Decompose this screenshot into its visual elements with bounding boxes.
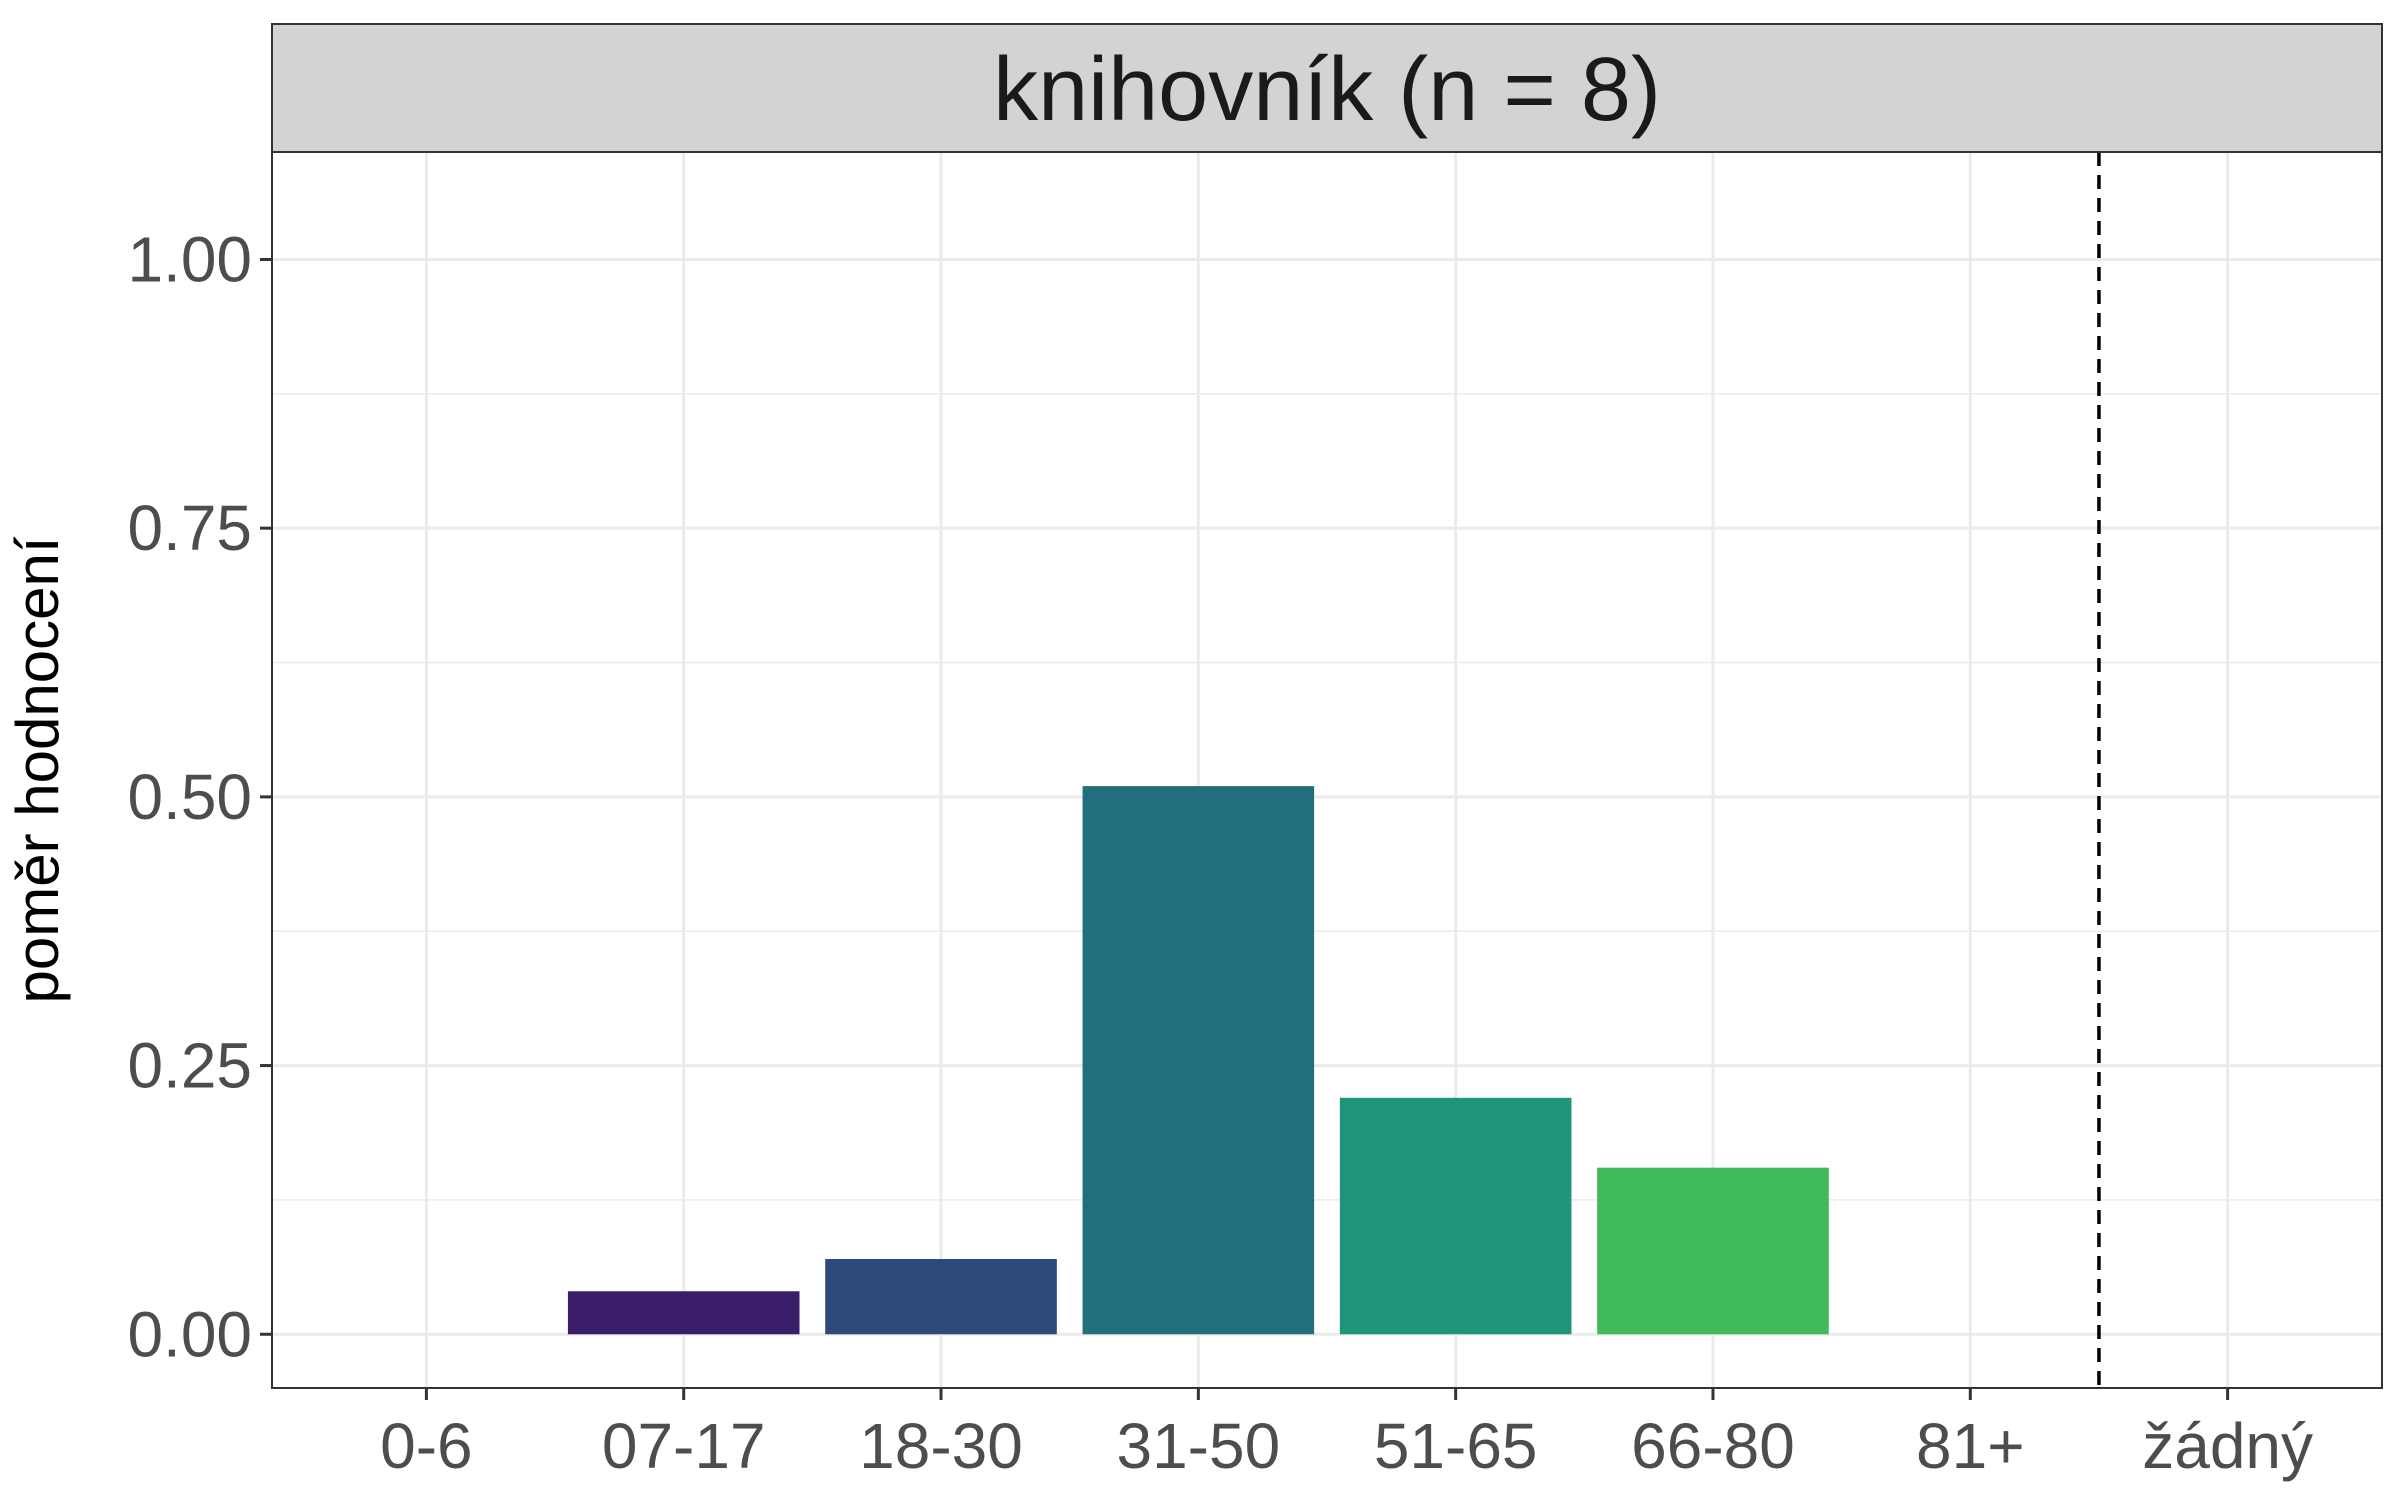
x-tick-label: 18-30 <box>859 1410 1023 1482</box>
x-tick-label: 0-6 <box>380 1410 473 1482</box>
bar-18-30 <box>825 1259 1057 1335</box>
y-axis: 0.00 0.25 0.50 0.75 1.00 <box>127 223 272 1370</box>
bars <box>567 786 1829 1335</box>
x-tick-label: 81+ <box>1916 1410 2025 1482</box>
x-axis: 0-6 07-17 18-30 31-50 51-65 66-80 81+ žádný <box>380 1388 2313 1482</box>
x-tick-label: 66-80 <box>1631 1410 1795 1482</box>
facet-strip-background <box>271 23 2383 153</box>
bar-51-65 <box>1339 1097 1572 1335</box>
grid-lines <box>272 152 2382 1388</box>
y-tick-label: 0.00 <box>127 1298 252 1370</box>
bar-07-17 <box>567 1291 800 1335</box>
x-tick-label: 31-50 <box>1116 1410 1280 1482</box>
y-axis-label: poměr hodnocení <box>4 536 71 1003</box>
x-tick-label: 07-17 <box>602 1410 766 1482</box>
bar-66-80 <box>1597 1167 1829 1335</box>
facet-label: knihovník (n = 8) <box>993 40 1661 140</box>
y-tick-label: 0.75 <box>127 492 252 564</box>
facet-strip: knihovník (n = 8) <box>271 23 2383 153</box>
y-tick-label: 1.00 <box>127 223 252 295</box>
x-tick-label: 51-65 <box>1374 1410 1538 1482</box>
x-tick-label: žádný <box>2142 1410 2313 1482</box>
y-tick-label: 0.25 <box>127 1030 252 1102</box>
y-tick-label: 0.50 <box>127 761 252 833</box>
bar-31-50 <box>1082 786 1315 1335</box>
